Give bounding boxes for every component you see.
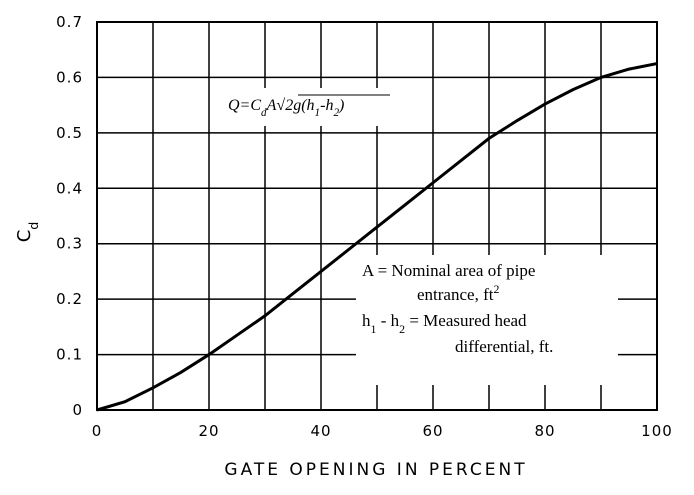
formula-part: 2 <box>333 107 339 119</box>
y-tick-label: 0.7 <box>56 13 83 31</box>
y-tick-label: 0.6 <box>56 68 83 86</box>
formula-part: ) <box>338 97 344 114</box>
plot-frame <box>96 21 658 411</box>
y-tick-label: 0.5 <box>56 124 83 142</box>
y-tick-label: 0 <box>72 401 83 419</box>
formula: Q=CdA√2g(h1-h2) <box>228 97 344 119</box>
annotation-part: 1 <box>371 322 377 336</box>
x-tick-label: 0 <box>92 422 103 440</box>
annotation-part: differential, ft. <box>455 337 553 356</box>
formula-part: d <box>261 107 267 119</box>
annotation: h1 - h2 = Measured head <box>362 311 527 336</box>
y-tick-label: 0.2 <box>56 290 83 308</box>
annotation-part: entrance, ft <box>417 285 494 304</box>
annotation: entrance, ft2 <box>417 282 499 304</box>
x-tick-label: 20 <box>198 422 219 440</box>
annotation: differential, ft. <box>455 337 553 356</box>
x-tick-label: 60 <box>422 422 443 440</box>
x-tick-label: 80 <box>534 422 555 440</box>
formula-part: Q=C <box>228 97 261 114</box>
formula-part: A√ <box>266 97 286 114</box>
formula-part: 1 <box>315 107 321 119</box>
data-line <box>96 62 658 412</box>
y-axis-label: Cd <box>14 222 41 243</box>
annotation-background <box>356 255 618 385</box>
y-tick-label: 0.4 <box>56 179 83 197</box>
annotation-background <box>222 88 394 126</box>
x-tick-label: 100 <box>641 422 673 440</box>
formula-part: -h <box>320 97 333 114</box>
y-axis-label-part: d <box>26 222 41 230</box>
y-tick-label: 0.1 <box>56 346 83 364</box>
annotation-part: A = Nominal area of pipe <box>362 261 535 280</box>
annotation-part: 2 <box>493 282 499 296</box>
annotation: A = Nominal area of pipe <box>362 261 535 280</box>
annotation-part: = Measured head <box>405 311 527 330</box>
x-tick-label: 40 <box>310 422 331 440</box>
annotation-part: - h <box>376 311 399 330</box>
y-axis-label-part: C <box>14 230 35 243</box>
annotation-part: h <box>362 311 371 330</box>
x-axis-label: GATE OPENING IN PERCENT <box>224 460 527 480</box>
y-tick-label: 0.3 <box>56 235 83 253</box>
formula-part: 2g(h <box>285 97 314 114</box>
annotation-part: 2 <box>399 322 405 336</box>
